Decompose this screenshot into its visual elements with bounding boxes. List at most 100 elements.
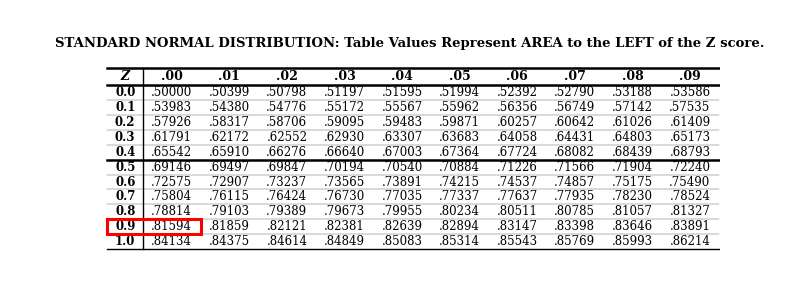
Text: .04: .04 [391,70,413,83]
Text: .81594: .81594 [151,220,192,233]
Text: .75490: .75490 [670,176,710,188]
Text: .57535: .57535 [670,101,710,114]
Text: .78524: .78524 [670,190,710,203]
Text: .83891: .83891 [670,220,710,233]
Text: .57926: .57926 [151,116,192,129]
Text: .52392: .52392 [497,86,538,99]
Text: 0.3: 0.3 [115,131,135,144]
Text: .58706: .58706 [266,116,307,129]
Text: .84375: .84375 [209,235,250,248]
Text: .79673: .79673 [324,205,365,218]
Text: .64431: .64431 [554,131,595,144]
Text: .71904: .71904 [612,160,653,174]
Text: .78814: .78814 [151,205,192,218]
Text: .73891: .73891 [382,176,422,188]
Text: .56356: .56356 [497,101,538,114]
Text: .82121: .82121 [266,220,307,233]
Text: 0.4: 0.4 [115,146,135,159]
Text: .55172: .55172 [324,101,365,114]
Text: .75175: .75175 [612,176,653,188]
Text: 0.0: 0.0 [115,86,135,99]
Text: .61791: .61791 [151,131,192,144]
Text: .81327: .81327 [670,205,710,218]
Text: 0.6: 0.6 [115,176,135,188]
Text: .63307: .63307 [382,131,422,144]
Text: .57142: .57142 [612,101,653,114]
Text: .05: .05 [449,70,470,83]
Text: .53188: .53188 [612,86,653,99]
Text: .51595: .51595 [382,86,422,99]
Text: .85083: .85083 [382,235,422,248]
Text: .09: .09 [679,70,701,83]
Text: .76424: .76424 [266,190,307,203]
Text: .02: .02 [276,70,298,83]
Text: .52790: .52790 [554,86,595,99]
Text: .50399: .50399 [209,86,250,99]
Text: .51994: .51994 [439,86,480,99]
Text: .80785: .80785 [554,205,595,218]
Text: .82381: .82381 [324,220,365,233]
Text: .74537: .74537 [497,176,538,188]
Text: .78230: .78230 [612,190,653,203]
Text: .06: .06 [506,70,528,83]
Text: .83398: .83398 [554,220,595,233]
Text: .85769: .85769 [554,235,595,248]
Text: .70884: .70884 [439,160,480,174]
Text: .61409: .61409 [670,116,710,129]
Text: .72575: .72575 [151,176,192,188]
Text: .65173: .65173 [670,131,710,144]
Text: .71566: .71566 [554,160,595,174]
Text: .62172: .62172 [209,131,250,144]
Text: .64058: .64058 [497,131,538,144]
Text: .55962: .55962 [439,101,480,114]
Text: .72240: .72240 [670,160,710,174]
Text: .65542: .65542 [151,146,192,159]
Text: .64803: .64803 [612,131,653,144]
Text: .77935: .77935 [554,190,595,203]
Text: .65910: .65910 [209,146,250,159]
Text: .73565: .73565 [324,176,365,188]
Text: .83147: .83147 [497,220,538,233]
Text: .59483: .59483 [382,116,422,129]
Text: .79103: .79103 [209,205,250,218]
Text: .67364: .67364 [439,146,480,159]
Text: .56749: .56749 [554,101,595,114]
Text: .77637: .77637 [497,190,538,203]
Text: .76730: .76730 [324,190,365,203]
Text: .50000: .50000 [151,86,192,99]
Text: .80234: .80234 [439,205,480,218]
Text: .63683: .63683 [439,131,480,144]
Text: .62930: .62930 [324,131,365,144]
Text: .71226: .71226 [497,160,538,174]
Text: STANDARD NORMAL DISTRIBUTION: Table Values Represent AREA to the LEFT of the Z s: STANDARD NORMAL DISTRIBUTION: Table Valu… [55,38,765,50]
Text: Z: Z [121,70,130,83]
Text: .51197: .51197 [324,86,365,99]
Text: .83646: .83646 [612,220,653,233]
Text: .84614: .84614 [266,235,307,248]
Text: .69146: .69146 [151,160,192,174]
Text: .01: .01 [218,70,240,83]
Text: .75804: .75804 [151,190,192,203]
Text: 0.2: 0.2 [115,116,135,129]
Text: .81057: .81057 [612,205,653,218]
Text: .79955: .79955 [382,205,422,218]
Text: .50798: .50798 [266,86,307,99]
Text: .59871: .59871 [439,116,480,129]
Text: 1.0: 1.0 [115,235,135,248]
Text: .85314: .85314 [439,235,480,248]
Text: 0.8: 0.8 [115,205,135,218]
Text: .70194: .70194 [324,160,365,174]
Text: 0.1: 0.1 [115,101,135,114]
Text: .03: .03 [334,70,355,83]
Text: .80511: .80511 [497,205,538,218]
Text: .00: .00 [161,70,182,83]
Text: .86214: .86214 [670,235,710,248]
Text: .74215: .74215 [439,176,480,188]
Text: .73237: .73237 [266,176,307,188]
Bar [107,219,201,234]
Text: .54776: .54776 [266,101,307,114]
Text: .55567: .55567 [382,101,422,114]
Text: 0.5: 0.5 [115,160,135,174]
Text: .82639: .82639 [382,220,422,233]
Text: .79389: .79389 [266,205,307,218]
